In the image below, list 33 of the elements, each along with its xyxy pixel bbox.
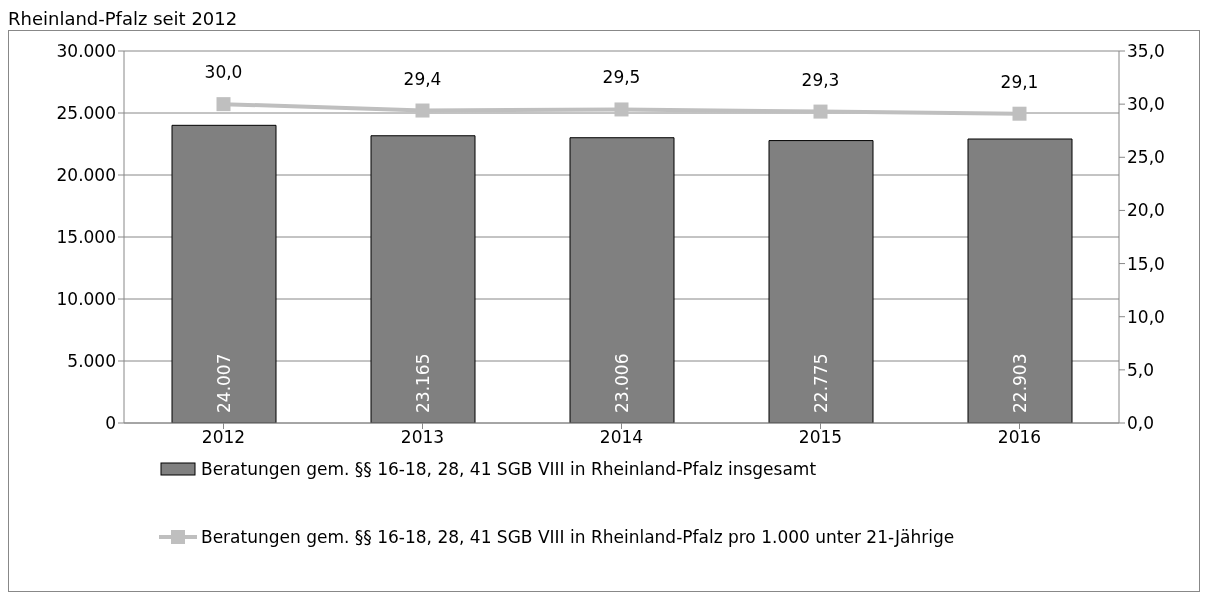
x-tick-label: 2013 bbox=[400, 427, 445, 448]
chart-title: Rheinland-Pfalz seit 2012 bbox=[8, 8, 239, 30]
data-label: 29,1 bbox=[1000, 71, 1039, 92]
data-label: 23.165 bbox=[413, 353, 433, 413]
x-tick-label: 2015 bbox=[798, 427, 843, 448]
y-tick-label: 5.000 bbox=[67, 351, 116, 372]
y2-tick-label: 20,0 bbox=[1127, 200, 1165, 221]
data-label: 29,3 bbox=[801, 69, 840, 90]
data-label: 30,0 bbox=[204, 62, 243, 83]
data-label: 29,4 bbox=[403, 68, 442, 89]
y2-tick-label: 15,0 bbox=[1127, 253, 1165, 274]
legend-label: Beratungen gem. §§ 16-18, 28, 41 SGB VIII in Rheinland-Pfalz insgesamt bbox=[201, 459, 817, 479]
y2-tick-label: 0,0 bbox=[1127, 413, 1155, 434]
y-tick-label: 15.000 bbox=[56, 227, 116, 248]
y-tick-label: 20.000 bbox=[56, 165, 116, 186]
y-tick-label: 0 bbox=[105, 413, 116, 434]
y2-tick-label: 30,0 bbox=[1127, 94, 1165, 115]
y2-tick-label: 25,0 bbox=[1127, 147, 1165, 168]
y-tick-label: 25.000 bbox=[56, 103, 116, 124]
x-tick-label: 2016 bbox=[997, 427, 1042, 448]
data-label: 24.007 bbox=[214, 353, 234, 413]
y2-tick-label: 10,0 bbox=[1127, 306, 1165, 327]
y2-tick-label: 5,0 bbox=[1127, 359, 1155, 380]
y2-tick-label: 35,0 bbox=[1127, 41, 1165, 62]
y-tick-label: 10.000 bbox=[56, 289, 116, 310]
x-tick-label: 2012 bbox=[201, 427, 246, 448]
data-label: 22.775 bbox=[811, 353, 831, 413]
data-label: 22.903 bbox=[1010, 353, 1030, 413]
y-tick-label: 30.000 bbox=[56, 41, 116, 62]
x-tick-label: 2014 bbox=[599, 427, 644, 448]
legend-label: Beratungen gem. §§ 16-18, 28, 41 SGB VIII in Rheinland-Pfalz pro 1.000 unter 21-Jährige bbox=[201, 527, 955, 547]
data-label: 29,5 bbox=[602, 67, 641, 88]
data-label: 23.006 bbox=[612, 353, 632, 413]
